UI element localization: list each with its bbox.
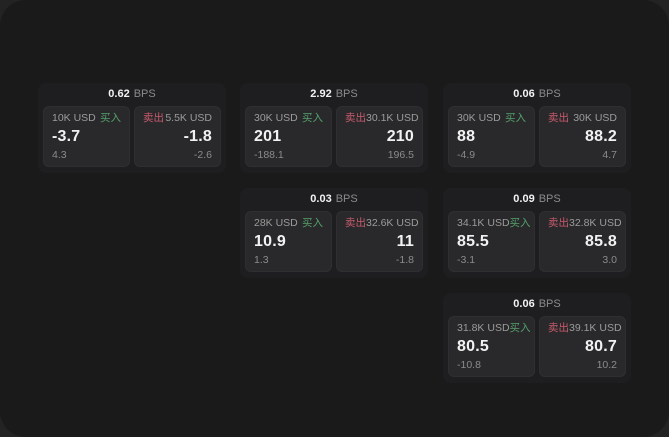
sell-quote-panel[interactable]: 卖出 30K USD 88.2 4.7 (539, 106, 626, 167)
sell-quote-panel[interactable]: 卖出 39.1K USD 80.7 10.2 (539, 316, 626, 377)
buy-side-label: 买入 (505, 112, 526, 124)
sell-price: 80.7 (585, 337, 617, 355)
quote-panels: 10K USD 买入 -3.7 4.3 卖出 5.5K USD -1.8 -2.… (38, 106, 226, 167)
buy-sub-value: 4.3 (52, 148, 67, 161)
bps-header: 2.92 BPS (240, 83, 428, 106)
bps-value: 0.03 (310, 193, 332, 205)
bps-value: 0.06 (513, 88, 535, 100)
sell-amount: 32.8K USD (569, 217, 622, 229)
buy-quote-panel[interactable]: 30K USD 买入 201 -188.1 (245, 106, 332, 167)
bps-header: 0.03 BPS (240, 188, 428, 211)
buy-price: -3.7 (52, 127, 81, 145)
bps-unit: BPS (538, 193, 561, 205)
buy-side-label: 买入 (509, 322, 531, 334)
buy-amount: 30K USD (254, 112, 298, 124)
bps-unit: BPS (335, 193, 358, 205)
buy-side-label: 买入 (100, 112, 121, 124)
sell-price: 210 (386, 127, 414, 145)
quote-panels: 34.1K USD 买入 85.5 -3.1 卖出 32.8K USD 85.8… (443, 211, 631, 272)
buy-amount: 10K USD (52, 112, 96, 124)
sell-sub-value: 3.0 (602, 253, 617, 266)
sell-price: 11 (396, 232, 414, 250)
sell-side-label: 卖出 (548, 112, 569, 124)
bps-value: 0.06 (513, 298, 535, 310)
buy-side-label: 买入 (509, 217, 531, 229)
buy-sub-value: 1.3 (254, 253, 269, 266)
bps-header: 0.06 BPS (443, 293, 631, 316)
spread-card: 0.06 BPS 31.8K USD 买入 80.5 -10.8 卖出 39.1… (443, 293, 631, 383)
sell-side-label: 卖出 (548, 217, 569, 229)
sell-side-label: 卖出 (548, 322, 569, 334)
spread-card: 0.09 BPS 34.1K USD 买入 85.5 -3.1 卖出 32.8K… (443, 188, 631, 278)
bps-unit: BPS (538, 298, 561, 310)
buy-quote-panel[interactable]: 31.8K USD 买入 80.5 -10.8 (448, 316, 535, 377)
buy-price: 201 (254, 127, 282, 145)
buy-amount: 31.8K USD (457, 322, 510, 334)
buy-side-label: 买入 (302, 217, 323, 229)
sell-amount: 30.1K USD (366, 112, 419, 124)
bps-header: 0.62 BPS (38, 83, 226, 106)
sell-side-label: 卖出 (345, 217, 366, 229)
bps-value: 2.92 (310, 88, 332, 100)
sell-quote-panel[interactable]: 卖出 5.5K USD -1.8 -2.6 (134, 106, 221, 167)
spread-card: 0.62 BPS 10K USD 买入 -3.7 4.3 卖出 5.5K USD… (38, 83, 226, 173)
sell-quote-panel[interactable]: 卖出 32.8K USD 85.8 3.0 (539, 211, 626, 272)
bps-unit: BPS (335, 88, 358, 100)
bps-header: 0.09 BPS (443, 188, 631, 211)
sell-sub-value: 196.5 (387, 148, 414, 161)
quote-panels: 30K USD 买入 201 -188.1 卖出 30.1K USD 210 1… (240, 106, 428, 167)
buy-side-label: 买入 (302, 112, 323, 124)
sell-side-label: 卖出 (143, 112, 164, 124)
sell-sub-value: 4.7 (602, 148, 617, 161)
sell-price: 85.8 (585, 232, 617, 250)
quote-panels: 28K USD 买入 10.9 1.3 卖出 32.6K USD 11 -1.8 (240, 211, 428, 272)
sell-price: 88.2 (585, 127, 617, 145)
sell-sub-value: -1.8 (395, 253, 414, 266)
buy-sub-value: -4.9 (457, 148, 476, 161)
buy-amount: 28K USD (254, 217, 298, 229)
spread-card: 0.03 BPS 28K USD 买入 10.9 1.3 卖出 32.6K US… (240, 188, 428, 278)
quote-panels: 30K USD 买入 88 -4.9 卖出 30K USD 88.2 4.7 (443, 106, 631, 167)
bps-unit: BPS (133, 88, 156, 100)
bps-unit: BPS (538, 88, 561, 100)
buy-sub-value: -3.1 (457, 253, 476, 266)
sell-sub-value: 10.2 (596, 358, 617, 371)
bps-value: 0.62 (108, 88, 130, 100)
buy-price: 80.5 (457, 337, 489, 355)
buy-quote-panel[interactable]: 34.1K USD 买入 85.5 -3.1 (448, 211, 535, 272)
spread-card: 0.06 BPS 30K USD 买入 88 -4.9 卖出 30K USD 8… (443, 83, 631, 173)
sell-amount: 5.5K USD (165, 112, 212, 124)
spread-card: 2.92 BPS 30K USD 买入 201 -188.1 卖出 30.1K … (240, 83, 428, 173)
buy-price: 88 (457, 127, 476, 145)
buy-sub-value: -10.8 (457, 358, 481, 371)
bps-header: 0.06 BPS (443, 83, 631, 106)
sell-price: -1.8 (183, 127, 212, 145)
sell-amount: 30K USD (573, 112, 617, 124)
sell-amount: 39.1K USD (569, 322, 622, 334)
buy-quote-panel[interactable]: 28K USD 买入 10.9 1.3 (245, 211, 332, 272)
buy-quote-panel[interactable]: 30K USD 买入 88 -4.9 (448, 106, 535, 167)
quote-panels: 31.8K USD 买入 80.5 -10.8 卖出 39.1K USD 80.… (443, 316, 631, 377)
sell-amount: 32.6K USD (366, 217, 419, 229)
buy-amount: 30K USD (457, 112, 501, 124)
buy-amount: 34.1K USD (457, 217, 510, 229)
sell-quote-panel[interactable]: 卖出 32.6K USD 11 -1.8 (336, 211, 423, 272)
sell-sub-value: -2.6 (193, 148, 212, 161)
buy-price: 10.9 (254, 232, 286, 250)
buy-sub-value: -188.1 (254, 148, 284, 161)
buy-price: 85.5 (457, 232, 489, 250)
sell-quote-panel[interactable]: 卖出 30.1K USD 210 196.5 (336, 106, 423, 167)
sell-side-label: 卖出 (345, 112, 366, 124)
buy-quote-panel[interactable]: 10K USD 买入 -3.7 4.3 (43, 106, 130, 167)
bps-value: 0.09 (513, 193, 535, 205)
